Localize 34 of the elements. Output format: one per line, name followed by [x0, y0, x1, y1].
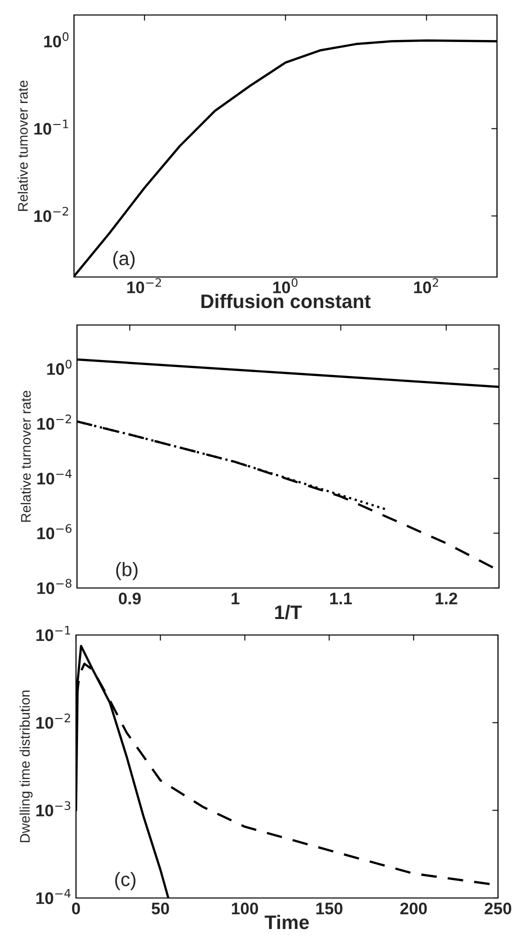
y-tick-label: 10$^{−2}$: [37, 414, 72, 430]
x-tick-label: 0: [72, 902, 80, 914]
y-tick-label: 10$^{0}$: [47, 360, 72, 375]
x-tick-label: 10$^{2}$: [414, 278, 438, 294]
x-tick-label: 200: [400, 902, 427, 914]
annotation: (a): [113, 251, 135, 270]
y-tick-label: 10$^{−4}$: [37, 469, 72, 485]
x-tick-label: 150: [316, 902, 342, 914]
y-tick-label: 10$^{−6}$: [37, 524, 72, 540]
y-axis-title: Dwelling time distribution: [20, 690, 33, 842]
x-axis-title: 1/T: [275, 604, 302, 620]
x-tick-label: 100: [232, 902, 258, 914]
y-tick-label: 10$^{−8}$: [37, 578, 72, 594]
x-tick-label: 10$^{0}$: [273, 278, 298, 294]
y-tick-label: 10$^{−1}$: [36, 626, 70, 642]
annotation: (c): [115, 872, 136, 890]
y-tick-label: 10$^{−2}$: [36, 714, 70, 729]
y-tick-label: 10$^{−2}$: [34, 206, 68, 222]
y-axis-title: Relative tumover rate: [18, 80, 28, 211]
y-tick-label: 10$^{−1}$: [34, 120, 68, 135]
y-tick-label: 10$^{−3}$: [36, 801, 70, 816]
x-tick-label: 50: [152, 902, 169, 914]
x-tick-label: 0.9: [118, 592, 141, 604]
x-tick-label: 1: [232, 592, 240, 604]
x-axis-title: Diffusion constant: [201, 294, 371, 308]
annotation: (b): [116, 562, 138, 580]
x-tick-label: 1.1: [330, 592, 352, 604]
y-tick-label: 10$^{−4}$: [36, 889, 71, 904]
y-axis-title: Relative turnover rate: [20, 390, 31, 522]
x-axis-title: Time: [264, 914, 309, 930]
y-tick-label: 10$^{0}$: [44, 32, 69, 48]
x-tick-label: 250: [484, 902, 512, 914]
x-tick-label: 1.2: [436, 592, 458, 604]
x-tick-label: 10$^{−2}$: [127, 278, 161, 294]
